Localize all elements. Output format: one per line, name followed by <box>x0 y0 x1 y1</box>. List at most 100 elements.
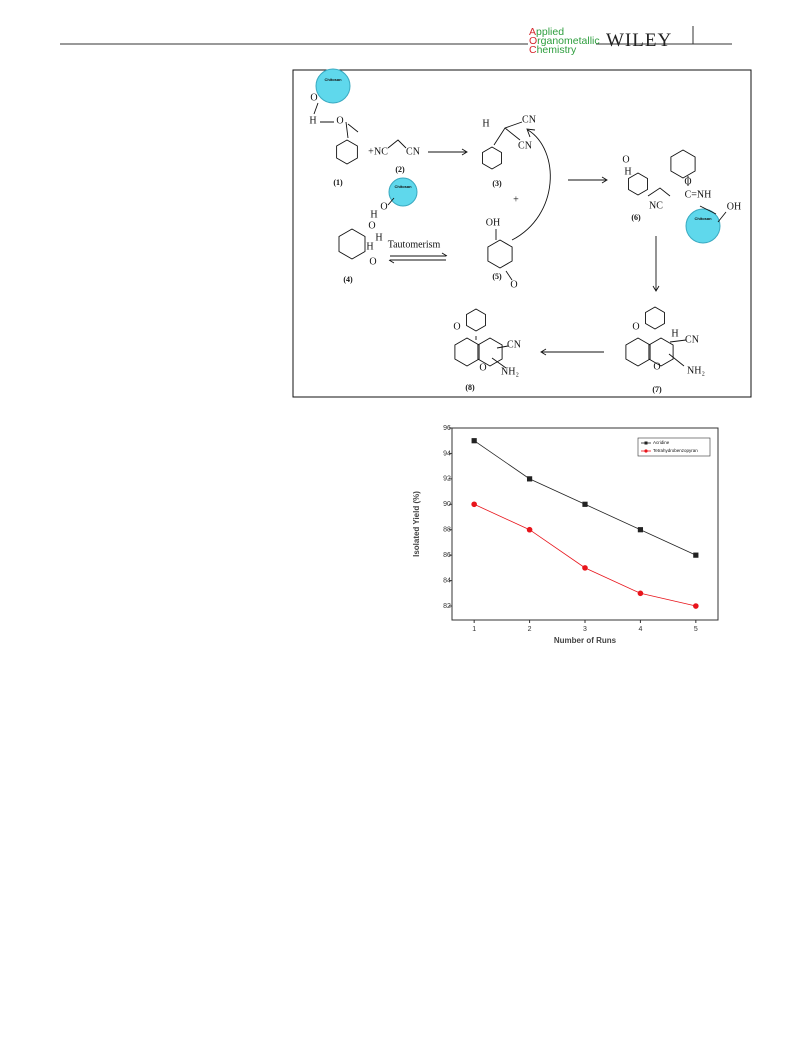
arrow <box>388 252 448 264</box>
catalyst-label: Chitosan <box>324 77 342 82</box>
legend-marker <box>644 449 648 453</box>
ring <box>338 228 366 260</box>
compound-number: (2) <box>395 165 405 174</box>
publisher: WILEY <box>606 30 673 51</box>
atom: O <box>336 115 343 126</box>
catalyst-bead <box>315 68 351 104</box>
step-label: Tautomerism <box>388 239 441 250</box>
atom: O <box>510 279 517 290</box>
bond <box>475 336 687 369</box>
x-tick-label: 2 <box>528 626 532 633</box>
atom: O <box>632 321 639 332</box>
point <box>526 476 533 482</box>
atom: O <box>368 220 375 231</box>
atom: NC <box>374 146 388 157</box>
bond <box>313 102 359 139</box>
point <box>526 526 533 533</box>
y-tick-label: 94 <box>443 450 451 457</box>
atom: H <box>375 232 382 243</box>
x-tick-label: 1 <box>472 626 476 633</box>
compound-number: (3) <box>492 179 502 188</box>
y-tick-label: 96 <box>443 425 451 432</box>
arrow <box>428 148 468 156</box>
y-tick-label: 92 <box>443 476 451 483</box>
atom: OH <box>727 201 741 212</box>
y-tick-label: 84 <box>443 577 451 584</box>
point <box>693 603 699 609</box>
journal-name: Chemistry <box>529 44 577 56</box>
ring <box>670 149 696 179</box>
journal-name: Organometallic <box>529 35 600 47</box>
atom: NC <box>649 200 663 211</box>
bond <box>647 176 727 223</box>
x-axis-title: Number of Runs <box>554 636 617 645</box>
compound-number: (7) <box>652 385 662 394</box>
point <box>637 590 644 597</box>
ring <box>466 308 486 332</box>
ring <box>625 337 651 367</box>
arrow <box>568 176 608 184</box>
compound-number: (6) <box>631 213 641 222</box>
reaction-scheme: Chitosan Chitosan Chitosan (1) (2) (3) (… <box>309 68 741 394</box>
y-axis-title: Isolated Yield (%) <box>412 491 421 557</box>
arrow <box>540 348 604 356</box>
ring <box>482 146 502 170</box>
catalyst-bead <box>685 208 721 244</box>
y-tick-label: 90 <box>443 501 451 508</box>
y-tick-label: 86 <box>443 552 451 559</box>
arrow <box>652 236 660 292</box>
point <box>471 501 477 508</box>
legend-label: Acridine <box>653 440 670 445</box>
catalyst-label: Chitosan <box>394 184 412 189</box>
atom: NH₂ <box>501 366 519 377</box>
atom: O <box>380 201 387 212</box>
bond <box>387 121 523 149</box>
arrow <box>511 128 551 241</box>
plot-frame <box>451 427 719 621</box>
journal-name: Applied <box>529 26 565 38</box>
chart: Number of Runs Isolated Yield (%) 82 84 86… <box>412 425 719 645</box>
compound-number: (1) <box>333 178 343 187</box>
atom: OH <box>486 217 500 228</box>
scheme-frame <box>292 69 752 398</box>
bond <box>387 197 513 281</box>
atom: O <box>453 321 460 332</box>
atom: NH₂ <box>687 365 705 376</box>
atom: CN <box>507 339 521 350</box>
legend-label: Tetrahydrobenzopyran <box>653 448 698 453</box>
atom: H <box>366 241 373 252</box>
atom: CN <box>518 140 532 151</box>
atom: H <box>624 166 631 177</box>
y-tick-label: 82 <box>443 603 451 610</box>
ring <box>477 337 503 367</box>
y-tick-label: 88 <box>443 527 451 534</box>
x-tick-label: 4 <box>638 626 642 633</box>
ring <box>645 306 665 330</box>
catalyst-bead <box>388 177 418 207</box>
legend-marker <box>644 441 648 445</box>
plus: + <box>513 194 519 205</box>
ring <box>336 139 358 165</box>
point <box>637 527 644 533</box>
series-line <box>473 440 696 556</box>
x-tick-label: 5 <box>694 626 698 633</box>
x-tick-label: 3 <box>583 626 587 633</box>
atom: CN <box>522 114 536 125</box>
atom: C=NH <box>685 189 712 200</box>
point <box>582 565 588 571</box>
compound-number: (5) <box>492 272 502 281</box>
ring <box>648 337 674 367</box>
compound-number: (8) <box>465 383 475 392</box>
ring <box>628 172 648 196</box>
catalyst-label: Chitosan <box>694 216 712 221</box>
atom: O <box>369 256 376 267</box>
point <box>471 438 477 444</box>
atom: O <box>479 362 486 373</box>
atom: H <box>309 115 316 126</box>
atom: H <box>370 209 377 220</box>
atom: H <box>671 328 678 339</box>
ring <box>487 239 513 269</box>
atom: O <box>653 361 660 372</box>
atom: H <box>482 118 489 129</box>
